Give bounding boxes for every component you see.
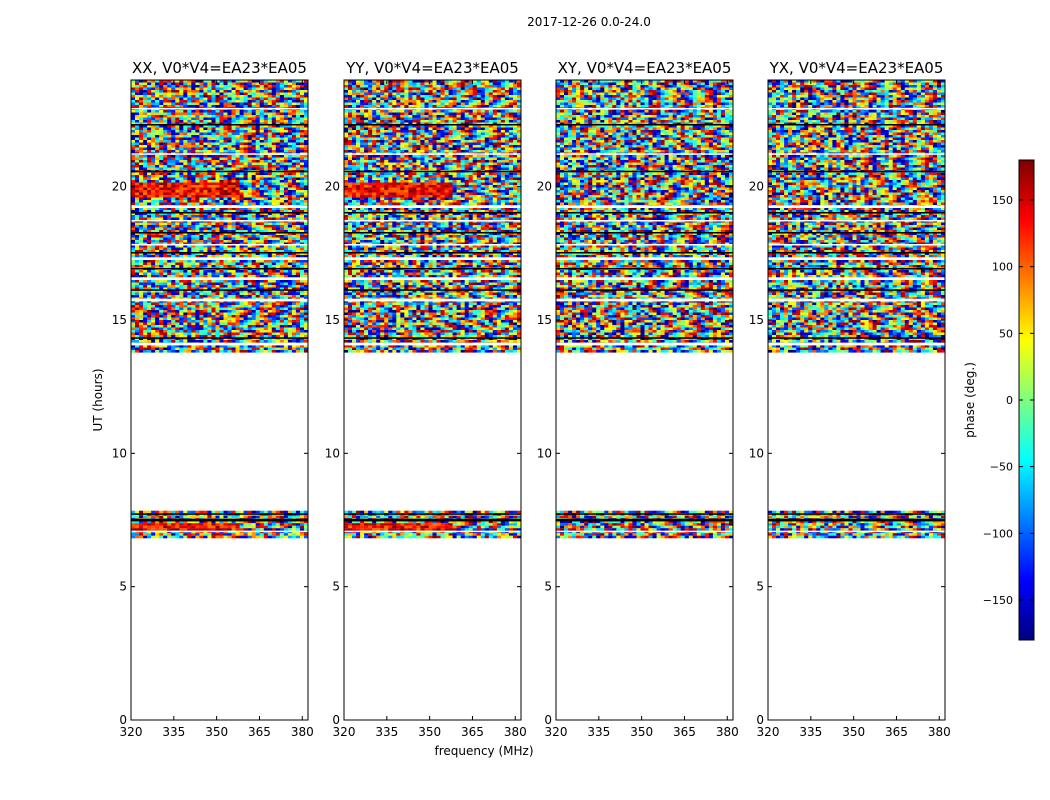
- y-tick-label: 0: [332, 713, 340, 727]
- phase-image: [768, 80, 945, 539]
- x-tick-label: 365: [673, 725, 696, 739]
- x-tick-label: 320: [757, 725, 780, 739]
- y-tick-label: 15: [749, 313, 764, 327]
- panels-group: XX, V0*V4=EA23*EA05 320 335 350 365 380 0 5 10 15…: [91, 59, 951, 758]
- phase-image: [556, 80, 733, 539]
- colorbar-tick-label: 150: [992, 194, 1013, 207]
- x-tick-label: 350: [205, 725, 228, 739]
- y-tick-label: 20: [112, 180, 127, 194]
- y-tick-label: 20: [325, 180, 340, 194]
- y-tick-label: 0: [544, 713, 552, 727]
- x-tick-label: 335: [162, 725, 185, 739]
- y-tick-label: 5: [332, 580, 340, 594]
- y-axis-label: UT (hours): [91, 368, 105, 431]
- x-tick-label: 320: [333, 725, 356, 739]
- y-tick-label: 10: [325, 446, 340, 460]
- x-tick-label: 380: [928, 725, 951, 739]
- panel-2: YY, V0*V4=EA23*EA05 320 335 350 365 380 0 5 10 15…: [325, 59, 534, 758]
- panel-3: XY, V0*V4=EA23*EA05 320 335 350 365 380 0 5 10 15…: [537, 59, 739, 739]
- x-tick-label: 350: [418, 725, 441, 739]
- panel-frame: [343, 79, 522, 721]
- colorbar-tick-label: −50: [990, 461, 1013, 474]
- y-tick-label: 20: [749, 180, 764, 194]
- panel-frame: [555, 79, 734, 721]
- panel-title: XX, V0*V4=EA23*EA05: [132, 59, 307, 77]
- colorbar: 150 100 50 0 −50 −100 −150 phase (deg.): [963, 159, 1035, 641]
- y-tick-label: 0: [756, 713, 764, 727]
- panel-title: YX, V0*V4=EA23*EA05: [769, 59, 944, 77]
- panel-1: XX, V0*V4=EA23*EA05 320 335 350 365 380 0 5 10 15…: [91, 59, 314, 739]
- y-tick-label: 15: [112, 313, 127, 327]
- x-tick-label: 350: [842, 725, 865, 739]
- x-tick-label: 365: [248, 725, 271, 739]
- panel-frame: [130, 79, 309, 721]
- y-tick-label: 10: [112, 446, 127, 460]
- panel-4: YX, V0*V4=EA23*EA05 320 335 350 365 380 0 5 10 15…: [749, 59, 951, 739]
- y-tick-label: 10: [749, 446, 764, 460]
- panel-title: XY, V0*V4=EA23*EA05: [558, 59, 732, 77]
- y-tick-label: 5: [756, 580, 764, 594]
- y-tick-label: 20: [537, 180, 552, 194]
- colorbar-tick-label: −150: [983, 594, 1013, 607]
- colorbar-tick-label: 0: [1006, 394, 1013, 407]
- y-tick-label: 5: [544, 580, 552, 594]
- panel-title: YY, V0*V4=EA23*EA05: [345, 59, 519, 77]
- y-tick-label: 5: [119, 580, 127, 594]
- y-tick-label: 0: [119, 713, 127, 727]
- x-tick-label: 380: [291, 725, 314, 739]
- x-tick-label: 320: [120, 725, 143, 739]
- x-tick-label: 335: [799, 725, 822, 739]
- y-tick-label: 10: [537, 446, 552, 460]
- x-tick-label: 380: [504, 725, 527, 739]
- y-tick-label: 15: [325, 313, 340, 327]
- x-tick-label: 365: [885, 725, 908, 739]
- colorbar-tick-label: 50: [999, 327, 1013, 340]
- x-tick-label: 365: [461, 725, 484, 739]
- figure-title: 2017-12-26 0.0-24.0: [527, 15, 651, 29]
- x-tick-label: 335: [587, 725, 610, 739]
- panel-frame: [767, 79, 946, 721]
- x-tick-label: 320: [545, 725, 568, 739]
- colorbar-label: phase (deg.): [963, 362, 977, 438]
- colorbar-tick-label: 100: [992, 261, 1013, 274]
- x-tick-label: 350: [630, 725, 653, 739]
- x-axis-label: frequency (MHz): [434, 744, 533, 758]
- y-tick-label: 15: [537, 313, 552, 327]
- phase-image: [131, 80, 308, 539]
- phase-image: [344, 80, 521, 539]
- x-tick-label: 335: [375, 725, 398, 739]
- x-tick-label: 380: [716, 725, 739, 739]
- colorbar-tick-label: −100: [983, 527, 1013, 540]
